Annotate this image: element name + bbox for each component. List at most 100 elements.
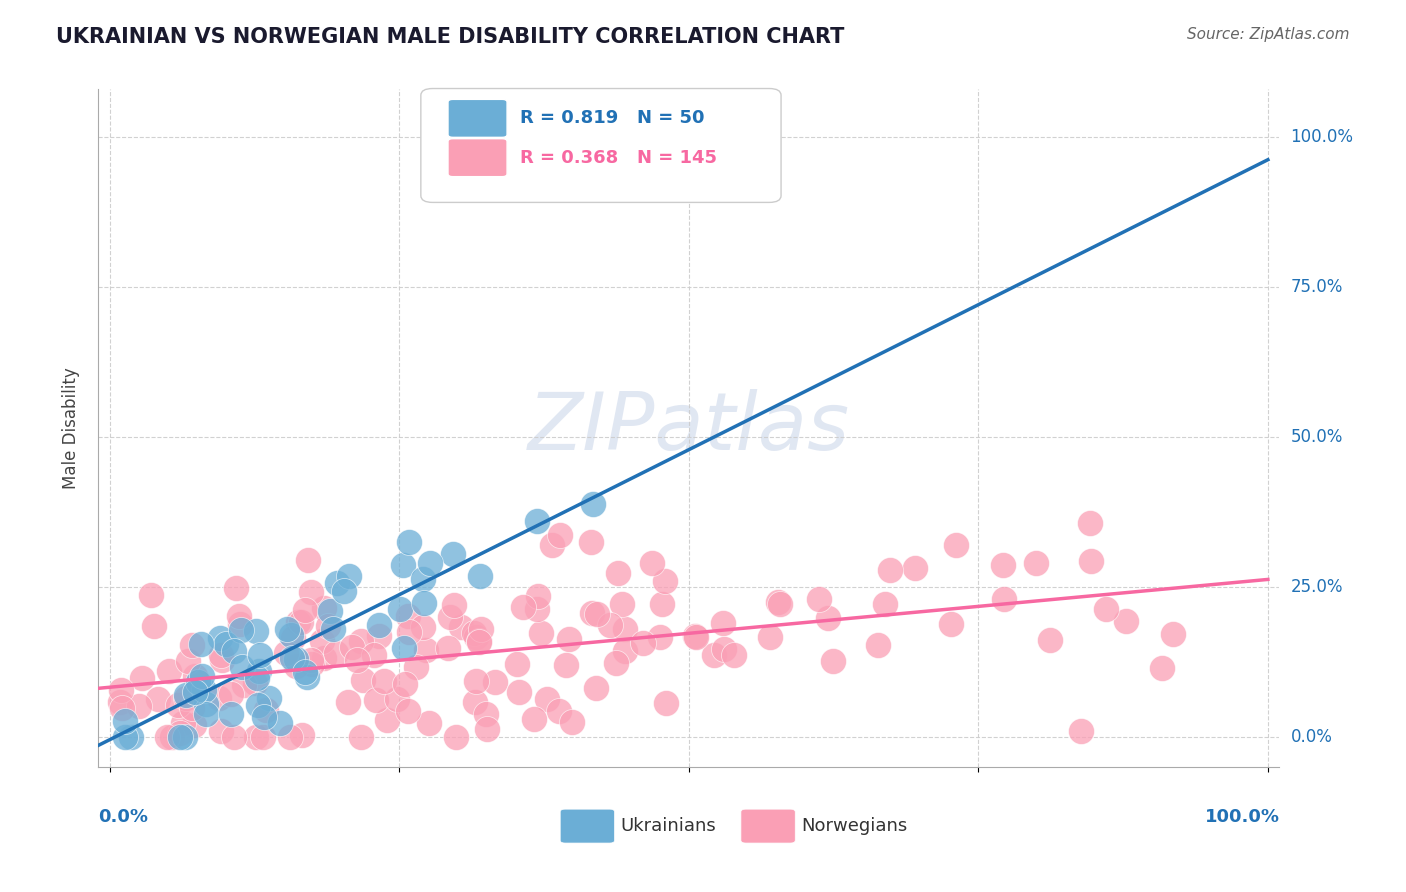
Text: Ukrainians: Ukrainians (620, 817, 716, 835)
Point (193, 682, 215, 697)
Point (325, 647, 347, 661)
Point (299, 585, 322, 599)
Text: 100.0%: 100.0% (1291, 128, 1354, 146)
Text: ZIPatlas: ZIPatlas (527, 389, 851, 467)
Point (211, 653, 233, 667)
Point (375, 713, 398, 727)
FancyBboxPatch shape (420, 88, 782, 202)
Point (350, 634, 373, 648)
Point (558, 632, 581, 646)
Point (280, 628, 302, 642)
Point (314, 651, 336, 665)
Point (605, 656, 627, 670)
Point (228, 609, 250, 624)
Point (254, 703, 277, 717)
Point (253, 710, 276, 724)
Point (294, 665, 316, 680)
Point (506, 657, 529, 671)
Point (1080, 554, 1102, 568)
Point (1115, 614, 1137, 628)
Point (508, 685, 530, 699)
Point (337, 695, 360, 709)
Point (364, 693, 387, 707)
Point (586, 607, 609, 621)
Point (685, 630, 707, 644)
Point (245, 730, 267, 744)
Point (523, 712, 546, 726)
Point (470, 622, 492, 636)
Point (294, 603, 316, 617)
Point (363, 648, 385, 662)
Point (1078, 516, 1101, 530)
Point (807, 592, 830, 607)
Point (246, 671, 269, 685)
Point (269, 716, 291, 731)
Point (252, 730, 274, 744)
Point (651, 597, 673, 611)
Point (281, 631, 304, 645)
Point (817, 611, 839, 625)
Point (156, 730, 179, 744)
Text: Norwegians: Norwegians (801, 817, 907, 835)
Point (412, 620, 434, 634)
Point (249, 648, 271, 663)
Point (1094, 602, 1116, 616)
Point (405, 659, 427, 673)
Point (114, 714, 136, 728)
Point (215, 637, 238, 651)
Point (879, 563, 901, 577)
Point (541, 538, 564, 552)
Text: 0.0%: 0.0% (98, 808, 149, 826)
Point (173, 730, 195, 744)
Point (993, 558, 1015, 573)
Point (993, 591, 1015, 606)
Point (581, 606, 603, 620)
Point (141, 588, 163, 602)
Point (536, 691, 558, 706)
Point (219, 706, 242, 721)
Point (245, 676, 267, 690)
Point (259, 690, 281, 705)
Point (607, 566, 630, 580)
Point (191, 669, 214, 683)
FancyBboxPatch shape (449, 138, 508, 177)
Point (484, 674, 506, 689)
Text: UKRAINIAN VS NORWEGIAN MALE DISABILITY CORRELATION CHART: UKRAINIAN VS NORWEGIAN MALE DISABILITY C… (56, 27, 845, 46)
Point (209, 724, 232, 739)
Point (233, 678, 256, 692)
Point (208, 691, 231, 706)
Point (441, 547, 464, 561)
Text: 50.0%: 50.0% (1291, 428, 1343, 446)
Point (350, 730, 373, 744)
Point (225, 581, 247, 595)
Point (945, 538, 967, 552)
Point (159, 664, 181, 678)
Point (1025, 557, 1047, 571)
Point (110, 682, 132, 697)
Point (398, 624, 420, 639)
Point (160, 730, 183, 744)
Point (228, 616, 250, 631)
Point (419, 557, 441, 571)
Point (723, 648, 745, 662)
Point (247, 698, 270, 712)
Point (711, 615, 734, 630)
Point (367, 629, 389, 643)
Point (209, 648, 232, 662)
Point (326, 576, 349, 591)
Point (1070, 724, 1092, 739)
Point (398, 534, 420, 549)
Point (412, 572, 434, 586)
Point (394, 677, 416, 691)
Point (468, 569, 491, 583)
Point (648, 630, 671, 644)
Point (172, 716, 194, 731)
Point (477, 722, 499, 736)
Point (526, 514, 548, 528)
Point (530, 626, 553, 640)
Point (219, 687, 242, 701)
Point (318, 619, 340, 633)
Point (367, 618, 389, 632)
Point (181, 700, 204, 714)
Point (120, 730, 142, 744)
